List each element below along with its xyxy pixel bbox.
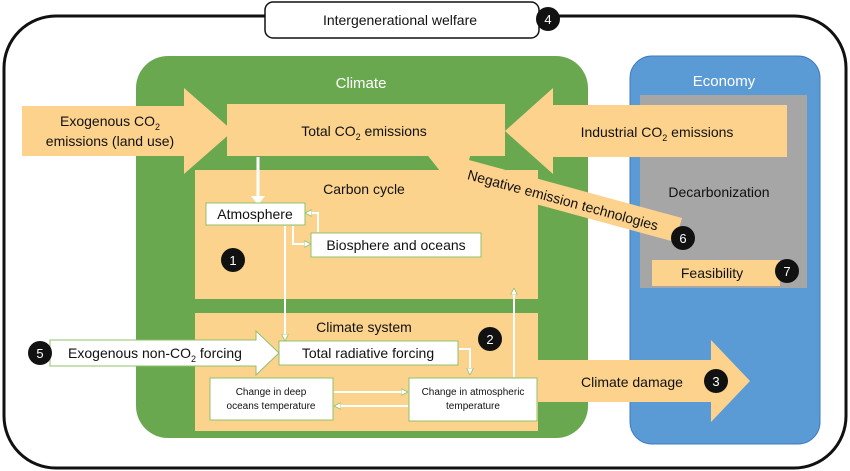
badge-3 [704,369,728,393]
feasibility-label: Feasibility [681,265,743,281]
climate-title: Climate [336,75,387,92]
total-emissions-box[interactable] [227,104,505,156]
deep-ocean-line2: oceans temperature [227,401,316,412]
flow-forcing-to-atmospheric-temp [459,348,470,373]
deep-ocean-box[interactable] [209,377,334,421]
badge-1-label: 1 [229,253,236,268]
total-emissions-label: Total CO2 emissions [301,123,427,142]
climate-damage-label: Climate damage [581,374,683,390]
climate-system-title: Climate system [316,319,412,335]
non-co2-arrow[interactable] [49,329,280,377]
badge-5 [28,341,52,365]
biosphere-label: Biosphere and oceans [326,237,465,253]
badge-6 [671,226,695,250]
climate-damage-arrow[interactable] [538,340,750,422]
badge-5-label: 5 [36,346,43,361]
exogenous-land-line2: emissions (land use) [46,133,174,149]
economy-title: Economy [693,73,756,90]
atmospheric-temp-box[interactable] [408,377,538,422]
badge-6-label: 6 [679,231,686,246]
atmospheric-temp-line2: temperature [446,401,500,412]
exogenous-land-line1: Exogenous CO2 [60,113,160,132]
badge-2 [478,327,502,351]
flow-biosphere-to-atmosphere [307,213,319,232]
total-forcing-label: Total radiative forcing [302,345,434,361]
flow-emissions-arrowhead [251,196,265,205]
non-co2-label: Exogenous non-CO2 forcing [68,345,242,364]
industrial-emissions-arrow[interactable] [505,88,787,174]
deep-ocean-line1: Change in deep [236,387,307,398]
badge-4 [536,7,560,31]
badge-1 [221,248,245,272]
total-forcing-box[interactable] [278,340,459,366]
badge-4-label: 4 [544,12,551,27]
badge-7-label: 7 [783,264,790,279]
flow-atmosphere-to-biosphere [292,226,309,244]
industrial-emissions-label: Industrial CO2 emissions [581,124,734,143]
atmosphere-label: Atmosphere [217,206,293,222]
badge-2-label: 2 [486,332,493,347]
feasibility-box[interactable] [652,260,780,286]
decarbonization-label: Decarbonization [668,184,769,200]
negative-emission-arrow[interactable] [425,149,682,242]
atmospheric-temp-line1: Change in atmospheric [422,387,525,398]
badge-7 [775,259,799,283]
exogenous-land-arrow[interactable] [22,88,233,174]
biosphere-box[interactable] [310,232,482,258]
badge-3-label: 3 [712,374,719,389]
carbon-cycle-title: Carbon cycle [323,181,405,197]
welfare-label: Intergenerational welfare [323,12,477,28]
